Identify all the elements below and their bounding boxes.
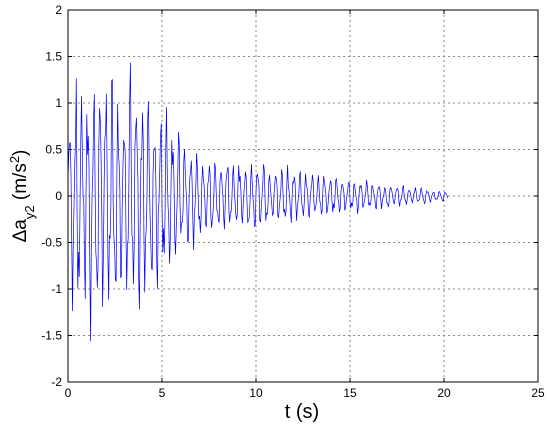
series-line-delta-ay2 xyxy=(68,62,449,342)
y-label-unit-close: ) xyxy=(10,150,31,156)
y-label-subscript: y2 xyxy=(22,205,37,219)
x-tick-label: 15 xyxy=(343,386,357,400)
x-tick-label: 5 xyxy=(159,386,166,400)
x-tick-label: 25 xyxy=(531,386,545,400)
y-tick-label: 0 xyxy=(55,189,62,203)
x-axis-label: t (s) xyxy=(285,401,319,423)
y-label-prefix: Δa xyxy=(10,219,31,243)
y-tick-label: -1 xyxy=(51,282,62,296)
y-tick-label: -0.5 xyxy=(41,236,62,250)
y-tick-label: -1.5 xyxy=(41,329,62,343)
y-tick-label: 2 xyxy=(55,3,62,17)
x-tick-labels: 0 5 10 15 20 25 xyxy=(65,386,545,400)
y-tick-labels: -2 -1.5 -1 -0.5 0 0.5 1 1.5 2 xyxy=(41,3,62,389)
y-tick-label: 0.5 xyxy=(45,143,62,157)
grid-lines xyxy=(68,10,538,382)
y-tick-label: 1 xyxy=(55,96,62,110)
y-label-superscript: 2 xyxy=(7,156,22,163)
y-label-unit-open: (m/s xyxy=(10,163,31,205)
y-tick-label: -2 xyxy=(51,375,62,389)
x-tick-label: 10 xyxy=(249,386,263,400)
y-axis-label: Δay2 (m/s2) xyxy=(7,150,37,243)
x-tick-label: 0 xyxy=(65,386,72,400)
plot-frame xyxy=(67,9,539,383)
y-tick-label: 1.5 xyxy=(45,50,62,64)
x-tick-label: 20 xyxy=(437,386,451,400)
